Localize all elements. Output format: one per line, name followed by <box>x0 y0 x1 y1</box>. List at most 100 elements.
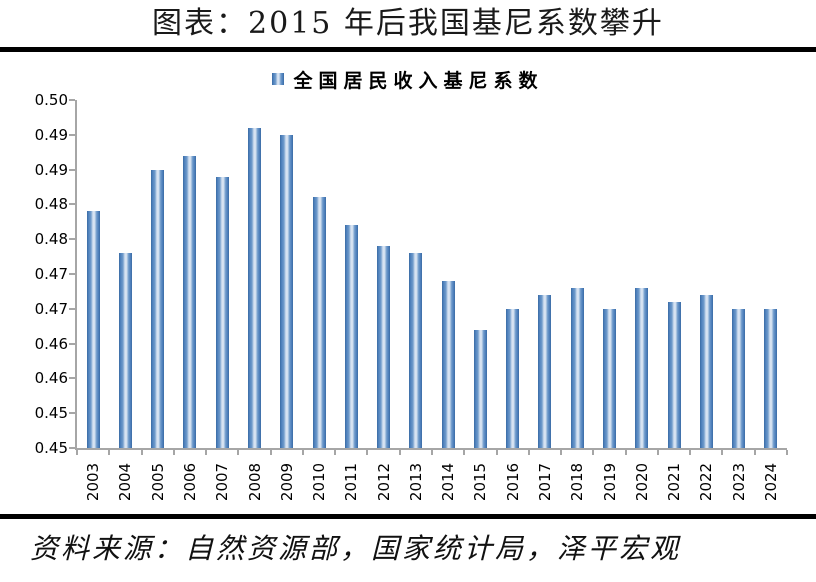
y-axis-tick-label: 0.49 <box>34 125 68 144</box>
x-axis-year-label: 2016 <box>503 462 522 502</box>
x-axis-year-label: 2011 <box>342 462 361 502</box>
x-axis-year-label: 2024 <box>761 462 780 502</box>
y-axis-tick-label: 0.46 <box>34 334 68 353</box>
x-axis-tick <box>786 450 788 455</box>
y-axis-tick-label: 0.49 <box>34 160 68 179</box>
y-axis-tick-label: 0.47 <box>34 265 68 283</box>
x-axis-tick <box>269 450 272 455</box>
y-axis-tick <box>69 447 75 449</box>
x-axis-tick <box>560 450 563 455</box>
bar-2009 <box>280 134 294 448</box>
page-title: 图表：2015 年后我国基尼系数攀升 <box>152 6 664 41</box>
x-axis-year-label: 2006 <box>180 462 199 502</box>
x-axis-year-label: 2014 <box>439 462 458 502</box>
x-axis-year-label: 2003 <box>84 462 103 502</box>
x-axis-tick <box>398 450 401 455</box>
x-axis-year-label: 2008 <box>245 462 264 502</box>
x-axis-tick <box>592 450 595 455</box>
x-axis-tick <box>140 450 143 455</box>
bar-2010 <box>312 197 326 448</box>
y-axis-line <box>75 100 77 450</box>
y-axis-tick <box>69 273 75 275</box>
bar-2017 <box>538 294 552 448</box>
plot-area <box>77 100 787 448</box>
x-axis-tick <box>172 450 175 455</box>
x-axis-tick <box>301 450 304 455</box>
x-axis-tick <box>205 450 208 455</box>
y-axis-tick-label: 0.48 <box>34 230 68 249</box>
bar-2003 <box>86 211 100 448</box>
x-axis-tick <box>527 450 530 455</box>
x-axis-tick <box>624 450 627 455</box>
bar-2007 <box>215 176 229 448</box>
x-axis-tick <box>721 450 724 455</box>
x-axis-tick <box>108 450 111 455</box>
x-axis-year-label: 2021 <box>665 462 684 502</box>
y-axis-tick <box>69 307 75 310</box>
x-axis-year-label: 2004 <box>116 462 135 502</box>
x-axis-tick <box>656 450 659 455</box>
bar-2020 <box>635 287 649 448</box>
x-axis-tick <box>334 450 337 455</box>
y-axis-tick <box>69 99 75 101</box>
x-axis-year-label: 2013 <box>406 462 425 502</box>
y-axis-tick-label: 0.45 <box>34 404 68 423</box>
x-axis-year-label: 2010 <box>310 462 329 502</box>
x-axis-year-label: 2023 <box>729 462 748 502</box>
y-axis-tick-label: 0.45 <box>34 439 68 457</box>
bar-2013 <box>409 253 423 448</box>
bar-2011 <box>344 225 358 448</box>
bar-2004 <box>118 253 132 448</box>
y-axis-tick <box>69 342 75 345</box>
x-axis-year-label: 2019 <box>600 462 619 502</box>
x-axis-tick <box>753 450 756 455</box>
x-axis-tick <box>689 450 692 455</box>
y-axis-tick <box>69 203 75 206</box>
y-axis-tick-label: 0.48 <box>34 195 68 214</box>
bar-2019 <box>603 308 616 448</box>
x-axis-tick <box>495 450 498 455</box>
legend: 全国居民收入基尼系数 <box>0 66 816 92</box>
x-axis-year-label: 2017 <box>535 462 554 502</box>
bar-2016 <box>506 308 520 448</box>
y-axis-tick-label: 0.46 <box>34 369 68 388</box>
bar-2015 <box>473 329 487 448</box>
bar-2022 <box>699 294 713 448</box>
x-axis-year-label: 2005 <box>148 462 167 502</box>
bar-2021 <box>667 301 681 448</box>
x-axis-tick <box>431 450 433 455</box>
x-axis-year-label: 2018 <box>568 462 587 502</box>
x-axis-year-label: 2020 <box>632 462 651 502</box>
legend-marker-icon <box>272 73 285 85</box>
bar-2008 <box>248 127 261 448</box>
bar-2023 <box>732 308 746 448</box>
x-axis-year-label: 2012 <box>374 462 393 502</box>
divider-bottom <box>0 514 816 519</box>
y-axis-tick-label: 0.47 <box>34 299 68 318</box>
x-axis-year-label: 2009 <box>277 462 296 502</box>
source-note: 资料来源：自然资源部，国家统计局，泽平宏观 <box>30 532 682 565</box>
y-axis-tick <box>69 412 75 415</box>
x-axis-tick <box>366 450 369 455</box>
x-axis-year-label: 2022 <box>697 462 716 502</box>
bar-2018 <box>570 287 584 448</box>
x-axis-year-label: 2015 <box>471 462 490 502</box>
y-axis-tick <box>69 168 75 171</box>
bar-2014 <box>441 280 455 448</box>
y-axis-tick <box>69 238 75 241</box>
x-axis-year-label: 2007 <box>213 462 232 502</box>
y-axis-tick <box>69 133 75 136</box>
bar-2006 <box>183 155 197 448</box>
x-axis-tick <box>463 450 466 455</box>
x-axis-line <box>75 448 787 450</box>
legend-label: 全国居民收入基尼系数 <box>293 69 544 92</box>
divider-top <box>0 47 816 52</box>
bar-2024 <box>764 308 778 448</box>
x-axis-tick <box>237 450 240 455</box>
y-axis-tick-label: 0.50 <box>34 91 68 109</box>
x-axis-tick <box>76 450 78 455</box>
bar-2012 <box>377 246 391 448</box>
y-axis-tick <box>69 377 75 380</box>
bar-2005 <box>151 169 165 448</box>
